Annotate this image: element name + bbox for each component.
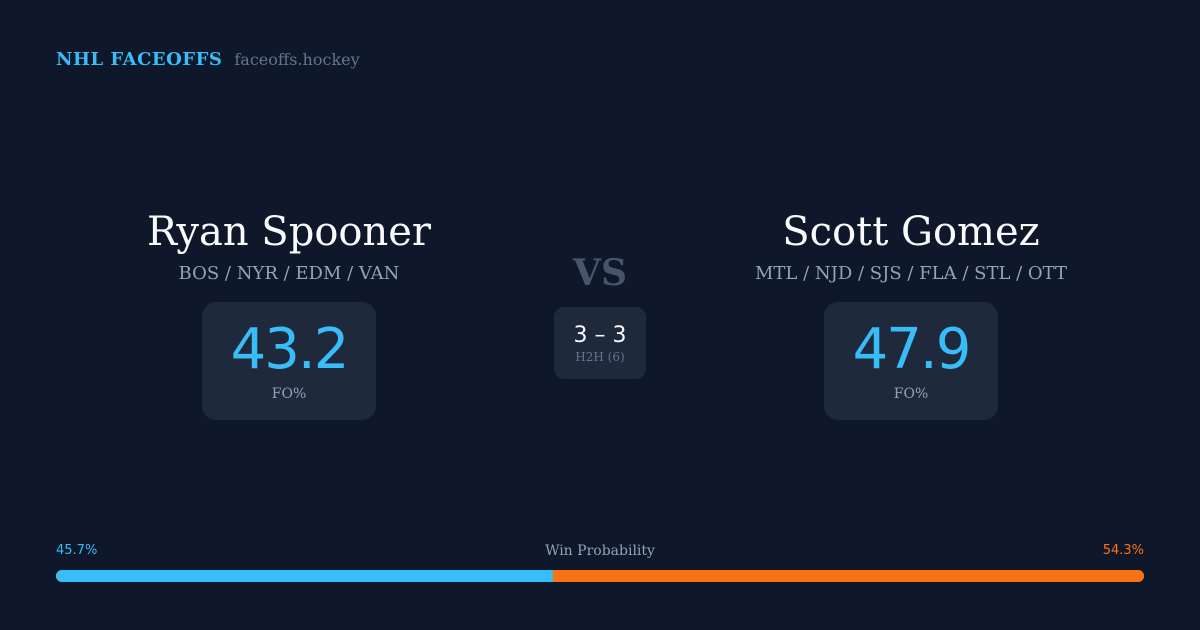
right-fo-label: FO% [893,386,929,402]
left-win-prob: 45.7% [56,543,98,558]
brand-title: NHL FACEOFFS [56,49,223,70]
win-prob-label: Win Probability [545,543,655,559]
versus-label: VS [573,252,627,294]
left-fo-label: FO% [271,386,307,402]
brand-site: faceoffs.hockey [234,50,360,69]
win-probability-labels: 45.7% Win Probability 54.3% [56,543,1144,563]
brand-header: NHL FACEOFFS faceoffs.hockey [56,49,360,70]
left-fo-card: 43.2 FO% [202,302,376,420]
left-fo-value: 43.2 [230,317,350,382]
win-probability-bar [56,570,1144,582]
right-player-panel: Scott Gomez MTL / NJD / SJS / FLA / STL … [711,205,1111,420]
h2h-card: 3 – 3 H2H (6) [554,307,646,379]
right-fo-card: 47.9 FO% [824,302,998,420]
right-prob-fill [553,570,1144,582]
left-player-name: Ryan Spooner [146,209,432,255]
right-win-prob: 54.3% [1102,543,1144,558]
right-fo-value: 47.9 [852,317,972,382]
h2h-score: 3 – 3 [573,322,627,348]
left-player-panel: Ryan Spooner BOS / NYR / EDM / VAN 43.2 … [89,205,489,420]
h2h-label: H2H (6) [575,349,625,364]
left-player-teams: BOS / NYR / EDM / VAN [178,263,400,284]
left-prob-fill [56,570,554,582]
right-player-name: Scott Gomez [782,209,1040,255]
right-player-teams: MTL / NJD / SJS / FLA / STL / OTT [754,263,1068,284]
